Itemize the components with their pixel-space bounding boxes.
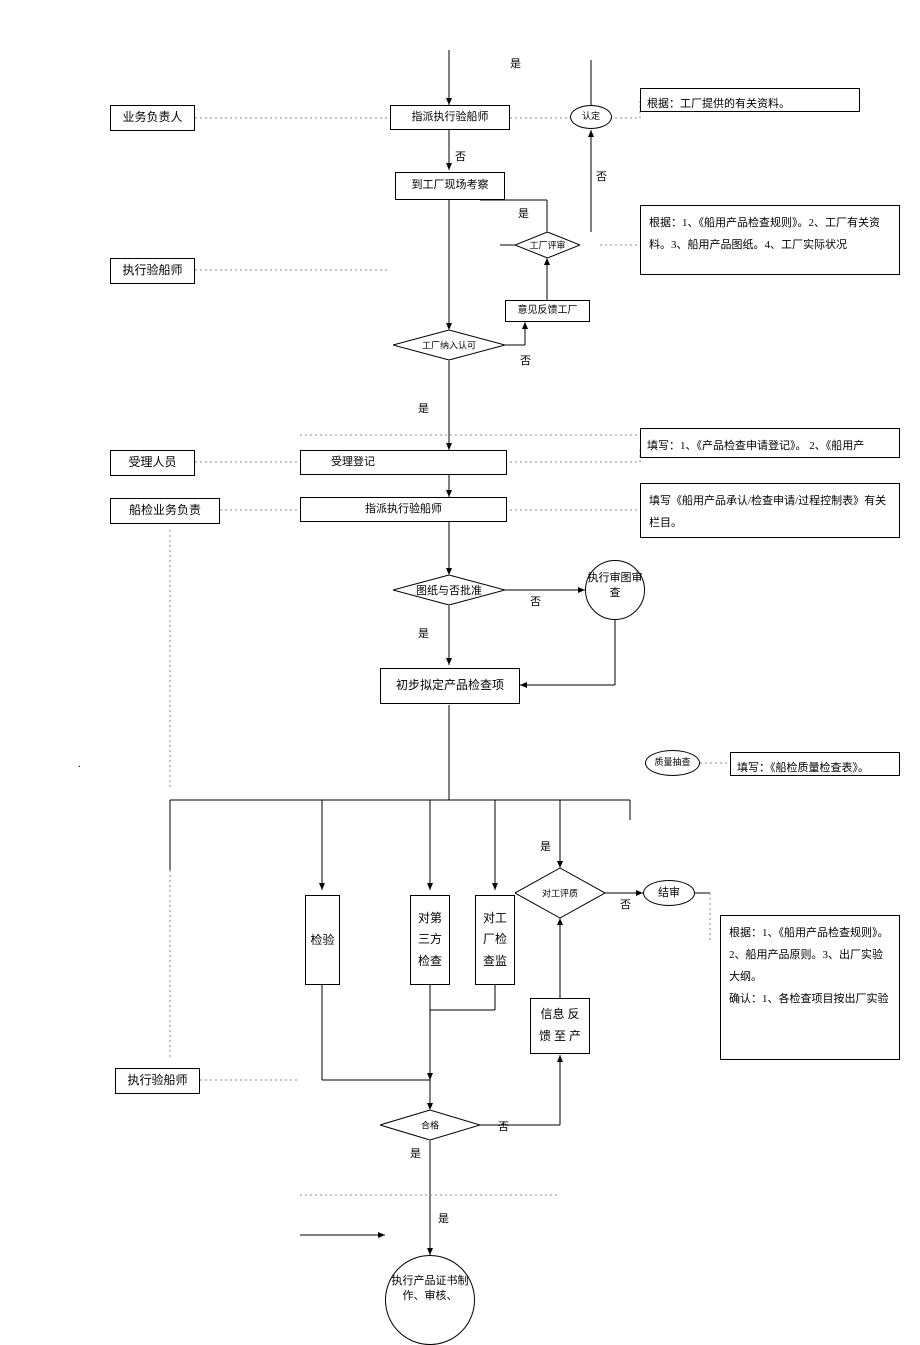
label-no: 否 [596, 168, 607, 184]
label-yes: 是 [540, 838, 551, 854]
node-third-party: 对第三方检查 [410, 895, 450, 985]
label-yes: 是 [410, 1145, 421, 1161]
label-no: 否 [455, 148, 466, 164]
note-6: 根据：1、《船用产品检查规则》。2、船用产品原则。3、出厂实验大纲。 确认：1、… [720, 915, 900, 1060]
decision-factory-approve: 工厂纳入认可 [393, 330, 505, 360]
role-box-1: 业务负责人 [110, 105, 195, 131]
node-assign-1: 指派执行验船师 [390, 105, 510, 130]
terminal-label: 质量抽查 [654, 757, 690, 769]
label-no: 否 [498, 1118, 509, 1134]
note-text: 根据：工厂提供的有关资料。 [647, 98, 790, 110]
connector-cert: 执行产品证书制作、审核、 [385, 1255, 475, 1345]
label-yes-top: 是 [510, 55, 521, 71]
decision-label: 合格 [380, 1119, 480, 1132]
terminal-finish-review: 结审 [643, 880, 695, 906]
role-label: 执行验船师 [122, 261, 182, 280]
note-1: 根据：工厂提供的有关资料。 [640, 88, 860, 112]
node-label: 指派执行验船师 [412, 109, 489, 127]
node-label: 信息 反馈 至 产 [535, 1004, 585, 1047]
connector-label: 执行审图审查 [586, 571, 644, 602]
note-text: 根据：1、《船用产品检查规则》。2、船用产品原则。3、出厂实验大纲。 确认：1、… [729, 927, 889, 1005]
note-text: 填写：1、《产品检查申请登记》。 2、《船用产 [647, 440, 864, 452]
node-register: 受理登记 [300, 450, 507, 475]
note-4: 填写《船用产品承认/检查申请/过程控制表》有关栏目。 [640, 483, 900, 538]
note-text: 填写《船用产品承认/检查申请/过程控制表》有关栏目。 [649, 495, 886, 529]
node-inspect: 检验 [305, 895, 340, 985]
connector-review: 执行审图审查 [585, 560, 645, 620]
note-text: 填写：《船检质量检查表》。 [737, 762, 869, 774]
role-box-5: 执行验船师 [115, 1068, 200, 1094]
note-2: 根据：1、《船用产品检查规则》。2、工厂有关资料。3、船用产品图纸。4、工厂实际… [640, 205, 900, 275]
terminal-quality-sample: 质量抽查 [645, 750, 700, 776]
node-label: 指派执行验船师 [365, 501, 442, 519]
node-label: 对第三方检查 [415, 908, 445, 973]
label-yes: 是 [518, 205, 529, 221]
role-label: 业务负责人 [122, 108, 182, 127]
node-visit-factory: 到工厂现场考察 [395, 172, 505, 200]
role-label: 受理人员 [128, 453, 176, 472]
decision-qualified: 合格 [380, 1110, 480, 1140]
role-label: 执行验船师 [127, 1071, 187, 1090]
decision-label: 工厂纳入认可 [393, 339, 505, 352]
node-factory-check: 对工厂检查监 [475, 895, 515, 985]
label-no: 否 [620, 896, 631, 912]
decision-label: 图纸与否批准 [393, 582, 505, 598]
note-3: 填写：1、《产品检查申请登记》。 2、《船用产 [640, 428, 900, 458]
node-info-feedback: 信息 反馈 至 产 [530, 998, 590, 1054]
node-feedback-factory: 意见反馈工厂 [505, 300, 590, 322]
decision-drawing-approve: 图纸与否批准 [393, 575, 505, 605]
role-label: 船检业务负责 [129, 501, 201, 520]
node-label: 初步拟定产品检查项 [396, 676, 504, 695]
note-text: 根据：1、《船用产品检查规则》。2、工厂有关资料。3、船用产品图纸。4、工厂实际… [649, 217, 880, 251]
decision-factory-review: 工厂评审 [515, 232, 580, 258]
connector-label: 执行产品证书制作、审核、 [386, 1274, 474, 1305]
label-no: 否 [530, 593, 541, 609]
node-label: 对工厂检查监 [480, 908, 510, 973]
decision-label: 工厂评审 [515, 239, 580, 252]
label-no: 否 [520, 352, 531, 368]
decision-label: 对工评质 [515, 887, 605, 900]
label-yes: 是 [438, 1210, 449, 1226]
node-label: 受理登记 [331, 454, 375, 472]
node-assign-2: 指派执行验船师 [300, 497, 507, 522]
decision-eval-quality: 对工评质 [515, 868, 605, 918]
terminal-label: 认定 [582, 111, 600, 123]
node-label: 检验 [310, 927, 334, 953]
terminal-label: 结审 [658, 886, 680, 900]
dot-marker: . [78, 758, 81, 770]
label-yes: 是 [418, 400, 429, 416]
label-yes: 是 [418, 625, 429, 641]
note-5: 填写：《船检质量检查表》。 [730, 752, 900, 776]
role-box-2: 执行验船师 [110, 258, 195, 284]
terminal-approve: 认定 [570, 105, 612, 129]
role-box-3: 受理人员 [110, 450, 195, 476]
node-label: 到工厂现场考察 [412, 177, 489, 195]
role-box-4: 船检业务负责 [110, 498, 220, 524]
node-label: 意见反馈工厂 [518, 303, 578, 319]
node-draft-items: 初步拟定产品检查项 [380, 668, 520, 704]
